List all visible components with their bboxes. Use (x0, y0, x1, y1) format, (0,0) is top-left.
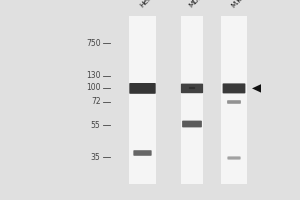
FancyBboxPatch shape (182, 121, 202, 127)
FancyBboxPatch shape (227, 100, 241, 104)
Text: Hela: Hela (138, 0, 154, 9)
FancyBboxPatch shape (227, 156, 241, 160)
Bar (221, 16, 247, 184)
FancyBboxPatch shape (181, 84, 203, 93)
FancyBboxPatch shape (129, 83, 156, 94)
Text: M.kidney: M.kidney (230, 0, 257, 9)
FancyBboxPatch shape (223, 83, 245, 93)
Text: 35: 35 (91, 152, 100, 162)
Text: 72: 72 (91, 98, 100, 106)
Text: 100: 100 (86, 83, 100, 92)
Bar (181, 16, 203, 184)
FancyBboxPatch shape (133, 150, 152, 156)
Bar (129, 16, 156, 184)
Polygon shape (252, 84, 261, 93)
Text: MDA-MB-453: MDA-MB-453 (188, 0, 225, 9)
Text: 130: 130 (86, 72, 100, 80)
Text: 750: 750 (86, 38, 101, 47)
FancyBboxPatch shape (189, 87, 195, 89)
Text: 55: 55 (91, 120, 100, 130)
